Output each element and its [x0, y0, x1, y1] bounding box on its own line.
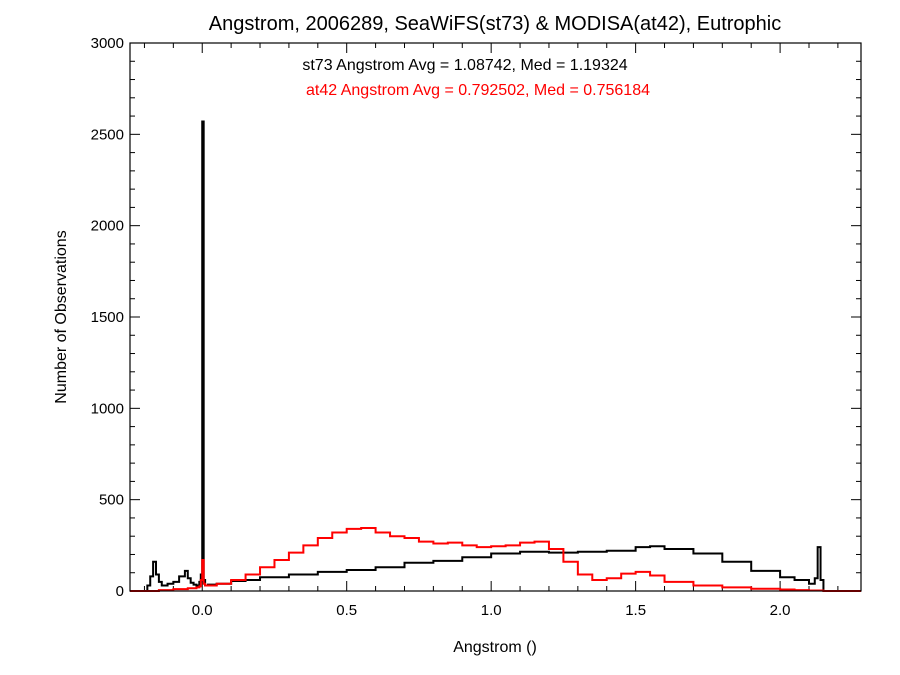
y-tick-label: 2000	[91, 218, 124, 235]
x-axis-label: Angstrom ()	[453, 639, 537, 656]
series-layer	[130, 120, 861, 592]
x-tick-label: 1.0	[481, 602, 502, 619]
y-tick-label: 2500	[91, 126, 124, 143]
y-tick-label: 1000	[91, 400, 124, 417]
x-tick-label: 2.0	[770, 602, 791, 619]
series-at42-line	[130, 526, 861, 592]
series-st73-line	[130, 120, 861, 592]
plot-frame	[129, 42, 862, 592]
chart-title: Angstrom, 2006289, SeaWiFS(st73) & MODIS…	[209, 13, 781, 35]
x-tick-label: 0.5	[336, 602, 357, 619]
annotation-st73: st73 Angstrom Avg = 1.08742, Med = 1.193…	[302, 57, 627, 74]
x-tick-label: 0.0	[192, 602, 213, 619]
axis-ticks: 0.0 0.5 1.0 1.5 2.0 0 500 1000 1500 2000 2500 3000	[91, 35, 861, 619]
y-tick-label: 3000	[91, 35, 124, 52]
annotation-at42: at42 Angstrom Avg = 0.792502, Med = 0.75…	[306, 82, 650, 99]
y-tick-label: 500	[99, 492, 124, 509]
x-tick-label: 1.5	[625, 602, 646, 619]
y-tick-label: 1500	[91, 309, 124, 326]
y-axis-label: Number of Observations	[53, 230, 70, 403]
y-tick-label: 0	[116, 583, 124, 600]
